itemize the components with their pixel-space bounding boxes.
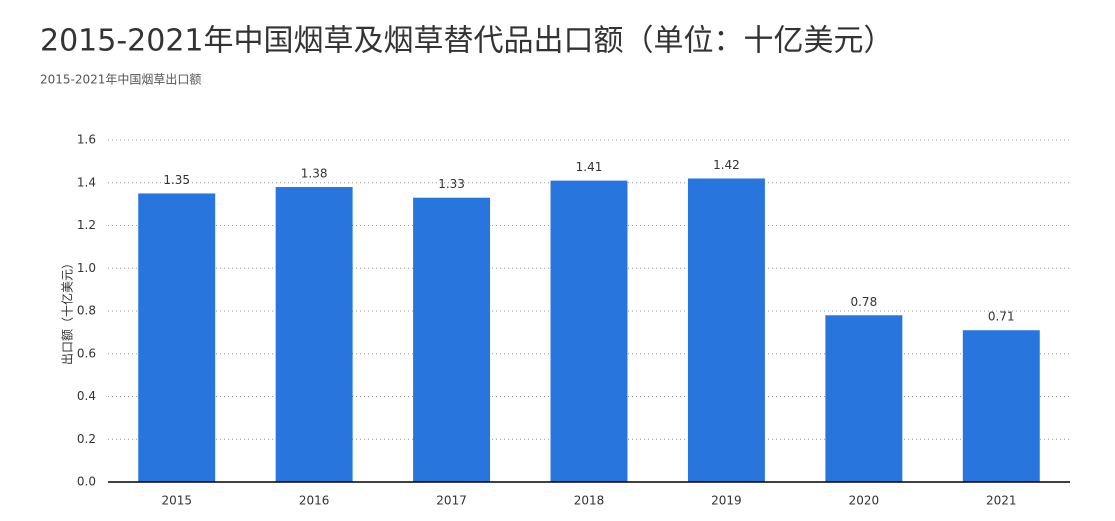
y-axis-label: 出口额（十亿美元）: [60, 257, 75, 365]
x-tick-label: 2018: [574, 494, 605, 508]
bar: [825, 315, 903, 482]
bar: [138, 193, 216, 482]
x-tick-label: 2020: [849, 494, 880, 508]
x-tick-label: 2016: [299, 494, 330, 508]
bar: [962, 330, 1040, 482]
y-tick-label: 0.6: [77, 346, 96, 360]
value-label: 1.33: [438, 177, 465, 191]
x-tick-label: 2019: [711, 494, 742, 508]
chart-title: 2015-2021年中国烟草及烟草替代品出口额（单位：十亿美元）: [40, 24, 894, 59]
bar: [413, 197, 491, 482]
x-tick-label: 2021: [986, 494, 1017, 508]
value-label: 1.35: [163, 173, 190, 187]
y-tick-label: 0.8: [77, 304, 96, 318]
value-label: 0.78: [850, 295, 877, 309]
value-label: 1.38: [301, 167, 328, 181]
y-tick-label: 1.2: [77, 218, 96, 232]
y-tick-label: 0.2: [77, 432, 96, 446]
value-label: 0.71: [988, 310, 1015, 324]
x-tick-label: 2017: [436, 494, 467, 508]
value-label: 1.41: [576, 160, 603, 174]
y-tick-label: 1.4: [77, 175, 96, 189]
bar: [687, 178, 765, 482]
y-tick-label: 1.0: [77, 261, 96, 275]
y-tick-label: 1.6: [77, 133, 96, 147]
x-tick-label: 2015: [161, 494, 192, 508]
bar: [550, 180, 628, 483]
y-tick-label: 0.0: [77, 475, 96, 489]
y-tick-label: 0.4: [77, 389, 96, 403]
chart-subtitle: 2015-2021年中国烟草出口额: [40, 72, 201, 87]
value-label: 1.42: [713, 158, 740, 172]
bar: [275, 187, 353, 482]
